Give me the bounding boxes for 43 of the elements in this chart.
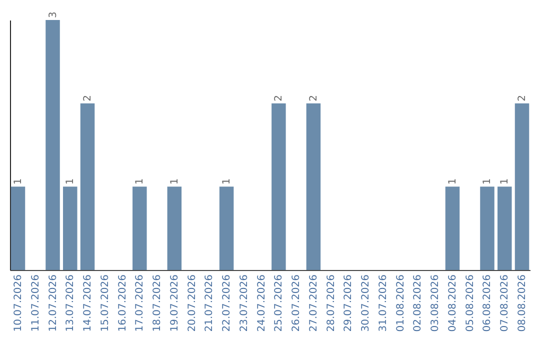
x-tick-label: 10.07.2026 xyxy=(12,274,24,332)
x-tick-label: 08.08.2026 xyxy=(517,274,528,332)
data-label: 2 xyxy=(82,94,94,102)
x-tick-label: 26.07.2026 xyxy=(291,274,302,332)
x-tick-label: 02.08.2026 xyxy=(412,274,424,332)
data-label: 3 xyxy=(48,12,59,18)
x-tick-label: 18.07.2026 xyxy=(152,274,164,332)
x-tick-label: 28.07.2026 xyxy=(326,274,337,332)
x-tick-label: 17.07.2026 xyxy=(134,274,146,332)
data-label: 1 xyxy=(134,178,146,185)
x-tick-label: 13.07.2026 xyxy=(65,274,76,332)
x-tick-label: 14.07.2026 xyxy=(82,274,94,332)
x-tick-label: 15.07.2026 xyxy=(100,274,111,332)
x-tick-label: 20.07.2026 xyxy=(186,274,198,332)
data-label: 1 xyxy=(500,178,511,185)
data-label: 1 xyxy=(12,178,24,185)
x-tick-label: 05.08.2026 xyxy=(464,274,476,332)
data-label: 2 xyxy=(308,94,320,102)
x-tick-label: 06.08.2026 xyxy=(482,274,494,332)
x-tick-label: 24.07.2026 xyxy=(256,274,268,332)
x-tick-label: 12.07.2026 xyxy=(48,274,59,332)
data-label: 1 xyxy=(447,178,458,185)
x-tick-label: 30.07.2026 xyxy=(360,274,372,332)
data-label: 1 xyxy=(169,178,180,185)
x-tick-label: 22.07.2026 xyxy=(222,274,233,332)
x-tick-label: 21.07.2026 xyxy=(204,274,216,332)
x-tick-label: 31.07.2026 xyxy=(378,274,389,332)
data-label: 1 xyxy=(65,178,76,185)
x-tick-label: 03.08.2026 xyxy=(430,274,442,332)
x-tick-label: 16.07.2026 xyxy=(117,274,128,332)
x-tick-label: 29.07.2026 xyxy=(343,274,354,332)
x-tick-label: 19.07.2026 xyxy=(169,274,180,332)
x-tick-label: 23.07.2026 xyxy=(238,274,250,332)
x-tick-label: 11.07.2026 xyxy=(30,274,42,332)
data-label: 2 xyxy=(274,94,285,102)
x-tick-label: 25.07.2026 xyxy=(274,274,285,332)
data-label: 1 xyxy=(222,178,233,185)
data-label: 1 xyxy=(482,178,494,185)
x-tick-label: 27.07.2026 xyxy=(308,274,320,332)
x-tick-label: 01.08.2026 xyxy=(395,274,406,332)
x-tick-label: 04.08.2026 xyxy=(447,274,458,332)
x-tick-label: 07.08.2026 xyxy=(500,274,511,332)
data-label: 2 xyxy=(517,94,528,102)
